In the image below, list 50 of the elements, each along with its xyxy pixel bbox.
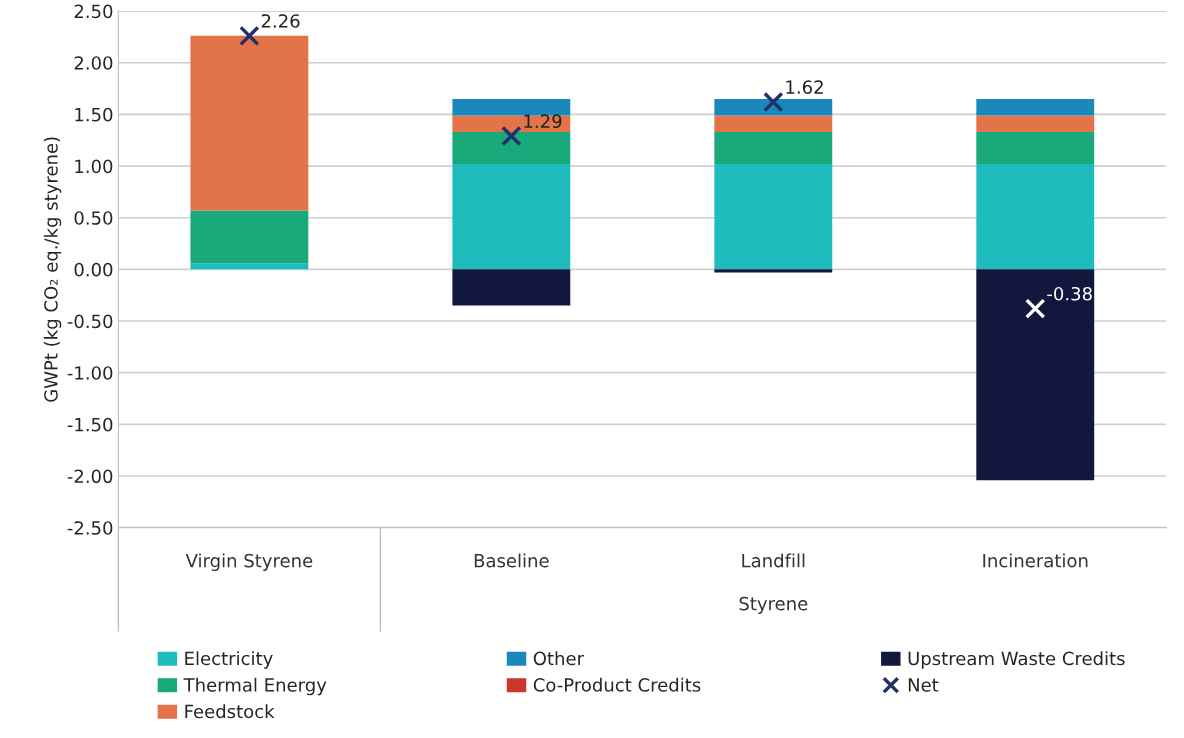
text: -1.00 <box>67 366 113 380</box>
bar <box>452 115 571 132</box>
bar <box>976 163 1095 270</box>
bar <box>714 131 833 164</box>
legend-label: Thermal Energy <box>183 677 327 696</box>
text: -2.00 <box>67 469 113 484</box>
text: 2.50 <box>74 4 113 19</box>
x-tick-label: Incineration <box>983 553 1088 568</box>
text: 0.00 <box>74 262 113 277</box>
x-tick-label: Landfill <box>742 553 805 568</box>
legend-label: Feedstock <box>185 704 275 719</box>
data-label: -0.38 <box>1047 286 1092 301</box>
data-label: 1.62 <box>786 80 823 94</box>
text: 1.50 <box>75 107 113 122</box>
data-label: 2.26 <box>261 14 300 28</box>
bar <box>714 115 833 132</box>
bar <box>452 131 571 164</box>
text: Styrene <box>739 596 808 614</box>
x-tick-label: Baseline <box>474 553 549 568</box>
bar <box>976 98 1095 116</box>
legend-label: Co-Product Credits <box>533 677 701 692</box>
data-label: 1.29 <box>524 114 562 129</box>
point <box>763 91 784 113</box>
bar <box>452 269 571 306</box>
bar <box>976 115 1095 132</box>
y-axis-title: GWPt (kg CO₂ eq./kg styrene) <box>43 137 62 402</box>
bar <box>714 98 833 116</box>
point <box>239 25 260 47</box>
legend-label: Electricity <box>185 651 273 669</box>
bar <box>190 210 309 264</box>
bar <box>976 131 1095 164</box>
text: 1.00 <box>75 159 113 174</box>
bar <box>452 98 571 116</box>
x-tick-label: Virgin Styrene <box>185 553 313 571</box>
bar <box>190 263 309 270</box>
text: 2.00 <box>74 56 113 70</box>
legend-label: Upstream Waste Credits <box>908 651 1125 669</box>
bar <box>190 35 309 211</box>
bar <box>714 269 833 273</box>
bar <box>452 163 571 270</box>
text: -2.50 <box>67 521 113 535</box>
bar <box>714 163 833 270</box>
bar <box>976 269 1095 481</box>
text: -1.50 <box>67 417 113 432</box>
legend-label: Net <box>908 678 939 692</box>
point <box>1025 298 1046 319</box>
text: -0.50 <box>67 314 113 329</box>
legend-label: Other <box>533 651 585 666</box>
point <box>501 125 522 147</box>
text: 0.50 <box>74 211 113 225</box>
